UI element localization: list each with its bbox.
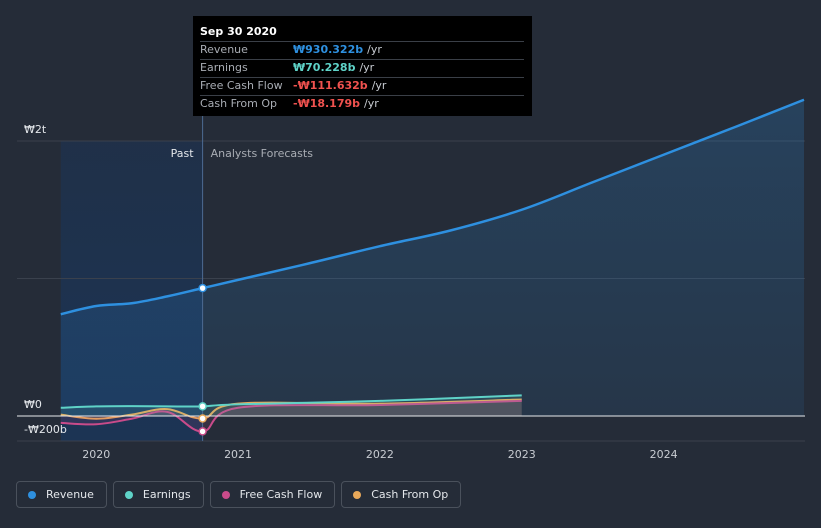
marker-free-cash-flow (198, 427, 207, 436)
tooltip-unit: /yr (359, 61, 375, 74)
dot-icon (28, 490, 36, 499)
legend-item-revenue[interactable]: Revenue (16, 481, 107, 508)
marker-revenue (198, 283, 207, 293)
tooltip-row-free-cash-flow: Free Cash Flow -₩111.632b /yr (200, 77, 524, 94)
y-tick-label: ₩2t (24, 123, 47, 136)
x-tick-label: 2021 (224, 448, 252, 461)
tooltip-unit: /yr (364, 97, 379, 110)
y-tick-label: ₩0 (24, 398, 42, 411)
dot-icon (221, 490, 230, 499)
x-tick-label: 2023 (508, 448, 536, 461)
series-area-revenue (60, 99, 804, 416)
series-area-free-cash-flow (60, 400, 522, 432)
legend-label: Revenue (46, 488, 94, 501)
legend-item-free-cash-flow[interactable]: Free Cash Flow (209, 481, 336, 508)
x-tick-label: 2020 (82, 448, 110, 461)
tooltip-value: ₩70.228b (293, 61, 356, 74)
legend-item-cash-from-op[interactable]: Cash From Op (341, 481, 462, 508)
tooltip-label: Revenue (200, 43, 248, 56)
legend-label: Cash From Op (371, 488, 449, 501)
forecast-label: Analysts Forecasts (211, 147, 314, 160)
tooltip-label: Earnings (200, 61, 248, 74)
tooltip-unit: /yr (367, 43, 382, 56)
tooltip-row-earnings: Earnings ₩70.228b /yr (200, 59, 524, 76)
tooltip-unit: /yr (371, 79, 387, 92)
dot-icon (353, 490, 362, 499)
x-tick-label: 2024 (650, 448, 678, 461)
x-tick-label: 2022 (366, 448, 394, 461)
legend-label: Free Cash Flow (239, 488, 323, 501)
past-label: Past (171, 147, 195, 160)
tooltip-row-revenue: Revenue ₩930.322b /yr (200, 41, 524, 58)
y-tick-label: -₩200b (24, 423, 67, 436)
tooltip-value: -₩18.179b (293, 97, 361, 110)
legend-label: Earnings (142, 488, 191, 501)
series-line-revenue (60, 98, 805, 316)
marker-cash-from-op (198, 414, 207, 423)
marker-earnings (198, 402, 207, 411)
chart-legend: Revenue Earnings Free Cash Flow Cash Fro… (16, 481, 462, 508)
tooltip-value: ₩930.322b (293, 43, 364, 56)
legend-item-earnings[interactable]: Earnings (112, 481, 204, 508)
tooltip-row-cash-from-op: Cash From Op -₩18.179b /yr (200, 95, 524, 112)
tooltip-label: Cash From Op (200, 97, 278, 110)
data-tooltip: Sep 30 2020 Revenue ₩930.322b /yr Earnin… (193, 16, 532, 116)
dot-icon (124, 490, 133, 499)
tooltip-value: -₩111.632b (293, 79, 368, 92)
series-group (60, 98, 805, 433)
tooltip-date: Sep 30 2020 (200, 25, 277, 38)
tooltip-label: Free Cash Flow (200, 79, 283, 92)
